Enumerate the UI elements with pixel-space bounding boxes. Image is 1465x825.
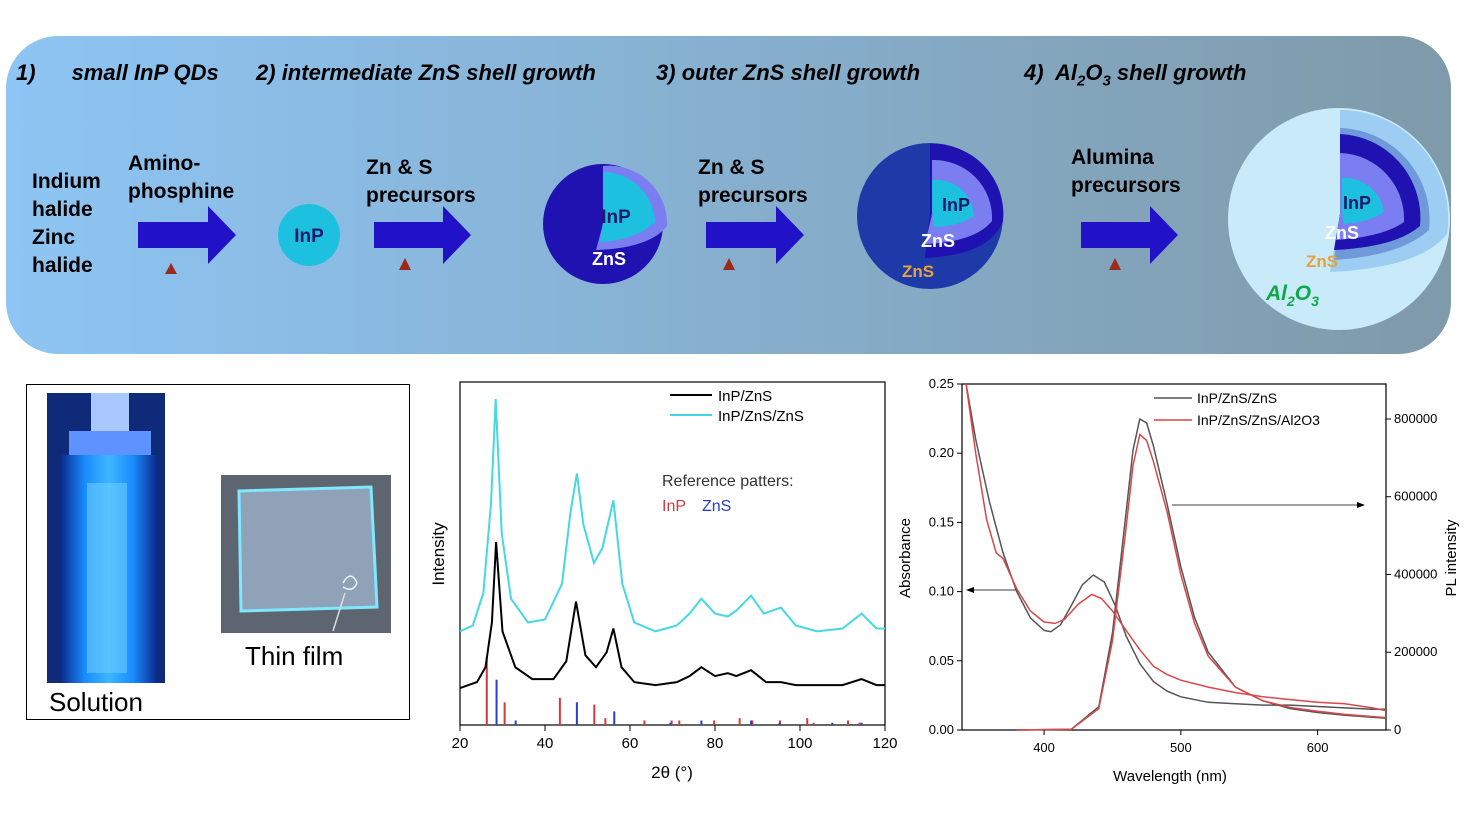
shell-label: ZnS [921, 231, 955, 251]
heat-icon [399, 258, 411, 270]
left-pointer-arrowhead [966, 587, 974, 593]
legend-label-inp-zns: InP/ZnS [718, 388, 772, 405]
right-pointer-arrowhead [1357, 502, 1365, 508]
optical-legend: InP/ZnS/ZnS InP/ZnS/ZnS/Al2O3 [1154, 390, 1320, 428]
heat-icon [165, 263, 177, 274]
optical-x-axis-label: Wavelength (nm) [1113, 768, 1227, 785]
step-1-title: 1) small InP QDs [16, 60, 219, 85]
reaction-arrow-3 [706, 206, 804, 270]
optical-series-line-3 [1016, 433, 1387, 731]
core-label: InP [942, 195, 970, 215]
alumina-label: Al2O3 [1265, 282, 1319, 309]
xrd-reference-lines [485, 657, 863, 725]
scheme-banner [6, 36, 1451, 354]
legend-label-inp-zns-zns: InP/ZnS/ZnS [718, 408, 804, 425]
xrd-x-tick-label: 60 [622, 735, 639, 752]
optical-x-ticks: 400 500 600 [1033, 730, 1328, 755]
thin-film-photo [221, 475, 391, 633]
optical-y-tick-label: 0.25 [929, 376, 954, 391]
step-4-title: 4) Al2O3 shell growth [1024, 60, 1247, 90]
xrd-x-axis-label: 2θ (°) [651, 763, 693, 782]
optical-y-tick-label: 0.15 [929, 514, 954, 529]
xrd-chart: 20 40 60 80 100 120 2θ (°) Intensity InP/ZnS … [429, 381, 898, 782]
optical-y-tick-label: 0.20 [929, 445, 954, 460]
optical-y-ticks-right: 0 200000 400000 600000 800000 [1386, 411, 1437, 737]
solution-cuvette-photo [47, 393, 165, 683]
xrd-series-line-1 [459, 398, 885, 633]
optical-y-axis-label: Absorbance [897, 518, 914, 598]
heat-icon [1109, 258, 1121, 270]
reference-title: Reference patters: [662, 473, 794, 490]
legend-label-alumina: InP/ZnS/ZnS/Al2O3 [1197, 412, 1320, 428]
inp-zns-particle: InP ZnS [543, 164, 668, 284]
reagent-1-label: Amino-phosphine [128, 152, 235, 203]
optical-y2-tick-label: 600000 [1394, 489, 1437, 504]
legend-label-inp-zns-zns: InP/ZnS/ZnS [1197, 390, 1277, 406]
reagent-4-label: Alumina precursors [1071, 146, 1181, 197]
optical-y-tick-label: 0.05 [929, 653, 954, 668]
reaction-arrow-1 [138, 206, 236, 274]
outer-shell-label: ZnS [1306, 252, 1338, 271]
optical-plot-frame [961, 383, 1387, 731]
axis-pointer-arrows [966, 502, 1365, 593]
optical-y-tick-label: 0.10 [929, 584, 954, 599]
step-2-title: 2) intermediate ZnS shell growth [256, 60, 596, 85]
starting-materials-label: Indium halide Zinc halide [32, 170, 101, 277]
optical-series-line-2 [965, 383, 1387, 712]
heat-icon [723, 258, 735, 270]
optical-x-tick-label: 500 [1170, 740, 1192, 755]
shell-label: ZnS [1325, 223, 1359, 243]
optical-y-tick-label: 0.00 [929, 722, 954, 737]
thin-film-caption: Thin film [245, 641, 344, 671]
optical-y-ticks-left: 0.00 0.05 0.10 0.15 0.20 0.25 [929, 376, 962, 737]
reaction-arrow-2 [374, 206, 471, 270]
optical-series-lines [965, 383, 1387, 731]
optical-x-tick-label: 600 [1307, 740, 1329, 755]
xrd-x-tick-label: 20 [452, 735, 469, 752]
xrd-x-tick-label: 120 [872, 735, 897, 752]
xrd-x-tick-label: 40 [537, 735, 554, 752]
core-label: InP [294, 226, 324, 247]
xrd-x-tick-label: 100 [787, 735, 812, 752]
optical-y2-tick-label: 800000 [1394, 411, 1437, 426]
synthesis-scheme: InP InP ZnS InP ZnS ZnS InP ZnS ZnS Al2O… [6, 36, 1451, 354]
outer-shell-label: ZnS [902, 262, 934, 281]
xrd-series-lines [459, 398, 885, 690]
absorbance-pl-chart: 400 500 600 0.00 0.05 0.10 0.15 0.20 0.25 0 2000… [897, 376, 1460, 785]
step-3-title: 3) outer ZnS shell growth [656, 60, 921, 85]
core-shell-alumina-particle: InP ZnS ZnS Al2O3 [1228, 108, 1450, 330]
reference-inp-label: InP [662, 498, 686, 515]
optical-y2-axis-label: PL intensity [1443, 519, 1460, 596]
photo-panel: Solution Thin film [26, 384, 410, 720]
inp-core-particle: InP [278, 204, 340, 266]
xrd-x-ticks: 20 40 60 80 100 120 [452, 725, 898, 752]
xrd-x-tick-label: 80 [707, 735, 724, 752]
optical-y2-tick-label: 200000 [1394, 644, 1437, 659]
core-label: InP [1343, 193, 1371, 213]
core-label: InP [601, 207, 631, 228]
optical-y2-tick-label: 400000 [1394, 566, 1437, 581]
xrd-legend: InP/ZnS InP/ZnS/ZnS [670, 388, 804, 425]
shell-label: ZnS [592, 249, 626, 269]
optical-x-tick-label: 400 [1033, 740, 1055, 755]
reaction-arrow-4 [1081, 206, 1178, 270]
xrd-y-axis-label: Intensity [429, 522, 448, 586]
solution-caption: Solution [49, 687, 143, 717]
optical-series-line-1 [1016, 417, 1387, 731]
reference-zns-label: ZnS [702, 498, 731, 515]
xrd-series-line-0 [459, 541, 885, 690]
optical-y2-tick-label: 0 [1394, 722, 1401, 737]
inp-zns-zns-particle: InP ZnS ZnS [857, 143, 1004, 289]
